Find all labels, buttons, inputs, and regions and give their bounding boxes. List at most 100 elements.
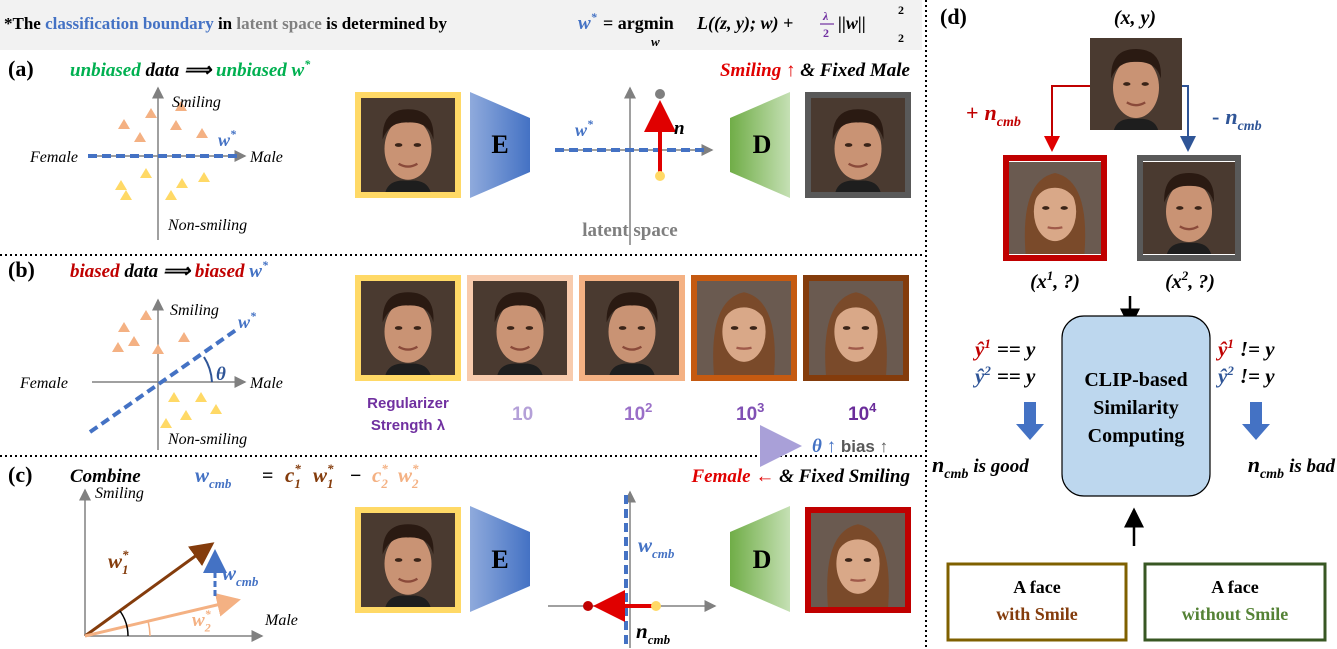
axis-label: Male (249, 375, 283, 392)
superscript: 1 (1227, 336, 1234, 351)
axis-label: Non-smiling (167, 217, 247, 234)
superscript: * (230, 127, 237, 141)
math-term: wcmb (222, 561, 259, 589)
symbol: n (636, 619, 648, 643)
panel-caption: unbiased data ⟹ unbiased w* (70, 57, 311, 81)
strength-base: 10 (624, 404, 645, 425)
panel-caption: biased data ⟹ biased w* (70, 258, 269, 282)
trend: θ ↑ bias ↑ (812, 436, 888, 457)
symbol: w (222, 561, 237, 585)
caption-symbol: w (249, 261, 262, 282)
symbol: w (192, 610, 205, 631)
pair-open: (x (1030, 271, 1047, 293)
face-strip (358, 278, 906, 378)
boundary-label: w* (238, 309, 257, 332)
symbol: n (932, 452, 944, 477)
noise-label: -ncmb (1212, 104, 1262, 134)
symbol: w (398, 463, 413, 487)
math-term: w*2 (192, 607, 212, 634)
strength-labels: 10102103104 (512, 400, 877, 425)
boundary (90, 330, 236, 432)
math-term: w*1 (313, 461, 334, 491)
prompt-box (1145, 564, 1325, 640)
input-face (361, 98, 455, 192)
prompt-text: A face (1013, 577, 1060, 597)
math-term: w*2 (398, 461, 419, 491)
superscript: * (412, 461, 419, 476)
prediction: ŷ (972, 337, 985, 361)
decoder-label: D (753, 130, 772, 159)
caption-word: data ⟹ (146, 60, 214, 81)
strength-exponent: 2 (645, 400, 652, 415)
sign: - (1212, 104, 1219, 129)
prompt-text: with Smile (996, 604, 1078, 624)
comparison: == y (997, 337, 1036, 361)
axis-label: Male (264, 612, 298, 629)
noise-label: +ncmb (966, 100, 1021, 130)
equation: wcmb=c*1w*1−c*2w*2 (195, 461, 419, 491)
strength-label: 103 (736, 400, 764, 425)
strength-exponent: 3 (757, 400, 764, 415)
axis-label: Smiling (170, 302, 219, 319)
operator: = (262, 465, 273, 487)
comparison: != y (1240, 337, 1275, 361)
encoder-label: E (491, 130, 508, 159)
latent-label: latent space (582, 220, 678, 241)
decoder-label: D (753, 545, 772, 574)
prompt-text: A face (1211, 577, 1258, 597)
subscript: 1 (122, 562, 129, 577)
caption-word: unbiased (216, 60, 287, 81)
face (697, 281, 791, 375)
superscript: * (205, 607, 212, 621)
math-term: c*1 (285, 461, 301, 491)
panel-label: (a) (8, 56, 34, 81)
axis-label: Smiling (172, 94, 221, 111)
class-points (115, 168, 210, 200)
symbol: w (108, 549, 123, 573)
face (473, 281, 567, 375)
header-word: is determined by (326, 14, 447, 33)
symbol: n (985, 100, 997, 125)
edit-rest: & Fixed Smiling (779, 466, 910, 487)
latent-c (548, 492, 715, 648)
face (585, 281, 679, 375)
input-pair: (x, y) (1114, 7, 1156, 29)
caption-word: biased (195, 261, 245, 282)
direction-label: n (674, 118, 685, 139)
superscript: * (327, 461, 334, 476)
pair-open: (x (1165, 271, 1182, 293)
comparison: != y (1240, 364, 1275, 388)
check-line: ŷ1== y (972, 336, 1036, 361)
angle-arc (120, 611, 128, 636)
subscript: cmb (209, 476, 232, 491)
encoder-label: E (491, 545, 508, 574)
boundary-label: w* (218, 127, 237, 150)
output-pair: (x1, ?) (1030, 268, 1080, 293)
check-line: ŷ2== y (972, 363, 1036, 388)
verdict-text: is good (973, 456, 1029, 477)
edit-rest: & Fixed Male (800, 60, 910, 81)
result-arrow (1242, 402, 1270, 440)
verdict: ncmbis bad (1248, 452, 1336, 482)
strength-label: 10 (512, 404, 533, 425)
source-point (655, 171, 665, 181)
input-face (1090, 38, 1182, 130)
figure: *The classification boundary in latent s… (0, 0, 1337, 649)
caption-word: data ⟹ (124, 261, 192, 282)
edited-point (655, 89, 665, 99)
module-label: Computing (1088, 425, 1185, 447)
header-text: *The classification boundary in latent s… (4, 14, 447, 33)
superscript: * (262, 258, 269, 272)
symbol: w (638, 533, 653, 557)
subscript: 1 (327, 476, 334, 491)
header-loss: L((z, y); w) + (696, 13, 793, 34)
verdict-text: is bad (1289, 456, 1335, 477)
prediction: ŷ (1215, 364, 1228, 388)
output-pair: (x2, ?) (1165, 268, 1215, 293)
operator: − (350, 465, 361, 487)
edit: Female ← (690, 466, 774, 487)
sign: + (966, 100, 979, 125)
subscript: 2 (411, 476, 419, 491)
output-face (811, 513, 905, 607)
prediction: ŷ (1215, 337, 1228, 361)
